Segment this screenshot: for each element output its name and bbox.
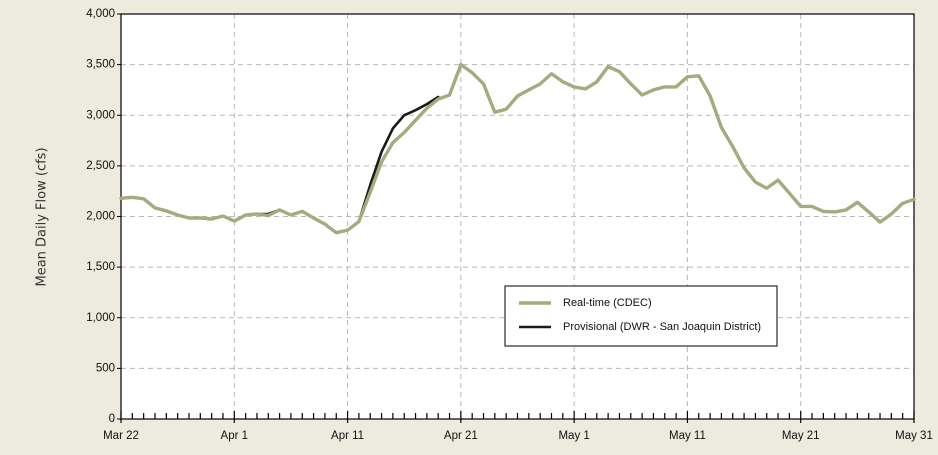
x-tick-label: May 31 — [895, 430, 933, 442]
plot-frame — [120, 13, 915, 420]
legend-box — [504, 285, 778, 347]
y-axis-label: Mean Daily Flow (cfs) — [35, 147, 50, 286]
x-tick-label: Mar 22 — [103, 430, 139, 442]
x-tick-label: May 1 — [558, 430, 589, 442]
y-tick-label: 2,500 — [86, 160, 115, 172]
y-tick-label: 500 — [96, 362, 115, 374]
y-tick-label: 1,000 — [86, 312, 115, 324]
legend-label: Provisional (DWR - San Joaquin District) — [563, 321, 761, 333]
y-tick-label: 1,500 — [86, 261, 115, 273]
x-tick-label: Apr 1 — [221, 430, 249, 442]
x-tick-label: Apr 11 — [331, 430, 364, 442]
x-tick-label: May 11 — [669, 430, 706, 442]
series-line — [119, 62, 916, 235]
y-tick-label: 0 — [109, 413, 115, 425]
legend-label: Real-time (CDEC) — [563, 297, 652, 309]
y-tick-label: 3,500 — [86, 59, 115, 71]
y-tick-label: 3,000 — [86, 109, 115, 121]
y-tick-label: 2,000 — [86, 211, 115, 223]
x-tick-label: May 21 — [782, 430, 820, 442]
x-tick-label: Apr 21 — [444, 430, 478, 442]
y-tick-label: 4,000 — [86, 8, 115, 20]
